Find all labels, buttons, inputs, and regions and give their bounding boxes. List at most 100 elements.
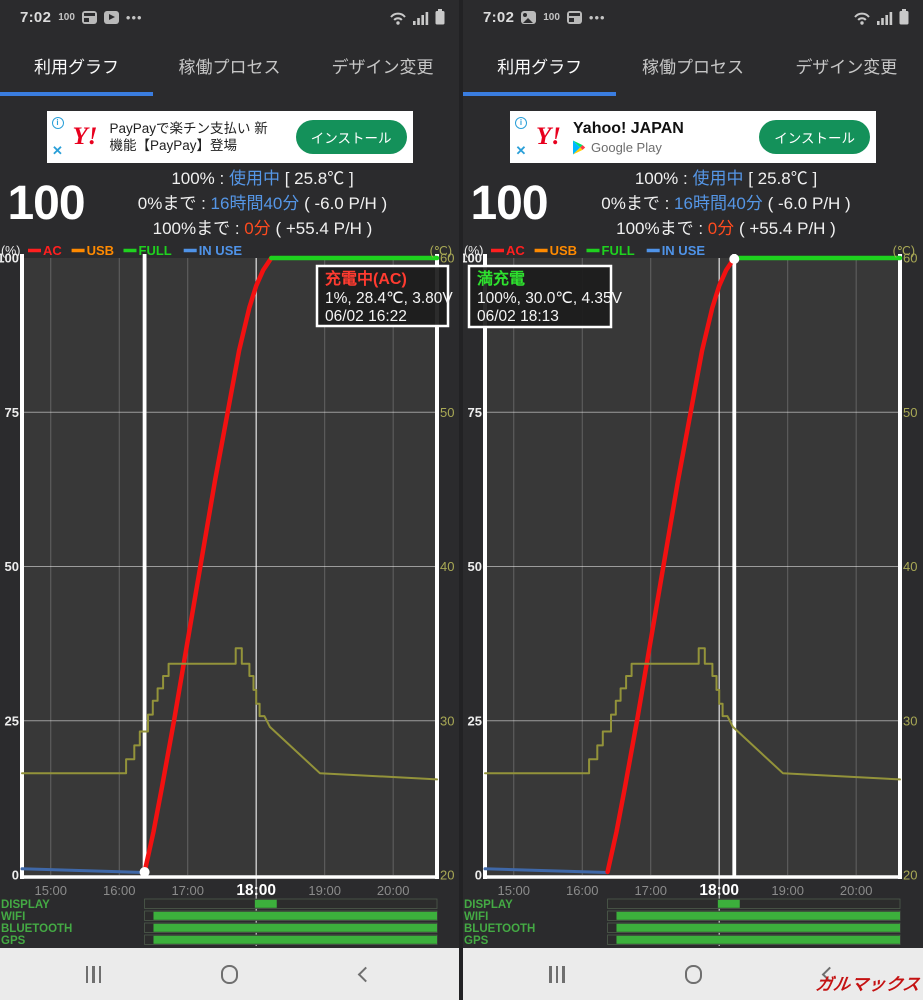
- svg-text:100%, 30.0℃, 4.35V: 100%, 30.0℃, 4.35V: [477, 290, 623, 307]
- svg-text:WIFI: WIFI: [464, 911, 488, 923]
- svg-text:AC: AC: [43, 243, 62, 258]
- screenshot-left: 7:02 100 ••• 利用グラフ 稼働プロセス デザイン変更 i: [0, 0, 459, 1000]
- svg-text:1%, 28.4℃, 3.80V: 1%, 28.4℃, 3.80V: [325, 290, 453, 307]
- svg-text:20:00: 20:00: [840, 883, 873, 898]
- battery-usage-chart[interactable]: (%) AC USB FULL IN USE (℃) 100 75 50 25 0 60 50 40 30 2…: [0, 243, 459, 948]
- svg-text:75: 75: [468, 405, 482, 420]
- signal-strength-icon: [413, 12, 429, 25]
- svg-text:BLUETOOTH: BLUETOOTH: [464, 923, 535, 935]
- battery-percent-badge: 100: [58, 11, 75, 23]
- tab-design-change[interactable]: デザイン変更: [795, 57, 898, 77]
- svg-text:50: 50: [903, 405, 917, 420]
- ad-close-icon[interactable]: ✕: [515, 143, 527, 158]
- svg-text:16:00: 16:00: [566, 883, 599, 898]
- svg-text:0: 0: [475, 868, 482, 883]
- svg-text:FULL: FULL: [139, 243, 172, 258]
- svg-text:30: 30: [440, 713, 454, 728]
- navigation-bar: [0, 948, 459, 1000]
- wifi-icon: [854, 12, 870, 25]
- svg-text:16:00: 16:00: [103, 883, 136, 898]
- svg-text:60: 60: [440, 251, 454, 266]
- svg-text:20: 20: [903, 868, 917, 883]
- tab-usage-graph[interactable]: 利用グラフ: [497, 57, 583, 77]
- svg-text:15:00: 15:00: [34, 883, 67, 898]
- svg-text:18:00: 18:00: [699, 882, 739, 899]
- svg-text:06/02 18:13: 06/02 18:13: [477, 308, 559, 325]
- svg-text:(%): (%): [1, 244, 20, 258]
- svg-text:0: 0: [12, 868, 19, 883]
- tab-bar: 利用グラフ 稼働プロセス デザイン変更: [0, 34, 459, 96]
- status-bar: 7:02 100 •••: [0, 0, 459, 34]
- svg-text:17:00: 17:00: [634, 883, 667, 898]
- home-button[interactable]: [210, 959, 250, 989]
- stat-row-current: 100% : 使用中 [ 25.8℃ ]: [634, 168, 818, 188]
- svg-text:75: 75: [5, 405, 19, 420]
- battery-level-number: 100: [470, 176, 548, 230]
- svg-text:40: 40: [440, 559, 454, 574]
- tab-usage-graph[interactable]: 利用グラフ: [34, 57, 119, 77]
- svg-text:IN USE: IN USE: [662, 243, 706, 258]
- svg-text:GPS: GPS: [1, 935, 26, 947]
- tab-running-processes[interactable]: 稼働プロセス: [178, 57, 281, 77]
- ad-banner[interactable]: i ✕ Y! PayPayで楽チン支払い 新 機能【PayPay】登場 インスト…: [46, 111, 413, 163]
- svg-text:30: 30: [903, 713, 917, 728]
- stat-row-current: 100% : 使用中 [ 25.8℃ ]: [171, 168, 354, 188]
- svg-text:満充電: 満充電: [477, 269, 525, 288]
- ad-close-icon[interactable]: ✕: [52, 143, 63, 158]
- yahoo-logo: Y!: [536, 123, 561, 150]
- svg-text:50: 50: [440, 405, 454, 420]
- home-button[interactable]: [673, 959, 713, 989]
- svg-text:(%): (%): [464, 244, 483, 258]
- watermark: ガルマックス: [813, 975, 922, 994]
- store-name: Google Play: [591, 140, 662, 155]
- recents-button[interactable]: [537, 959, 577, 989]
- battery-level-number: 100: [7, 176, 85, 230]
- more-notifications-icon: •••: [588, 9, 606, 25]
- svg-text:WIFI: WIFI: [1, 911, 25, 923]
- svg-text:DISPLAY: DISPLAY: [464, 899, 513, 911]
- svg-text:100: 100: [463, 251, 482, 266]
- ad-info-icon[interactable]: i: [515, 117, 527, 129]
- svg-text:(℃): (℃): [893, 244, 915, 258]
- svg-text:19:00: 19:00: [308, 883, 341, 898]
- ad-info-icon[interactable]: i: [51, 117, 64, 129]
- battery-usage-chart[interactable]: (%) AC USB FULL IN USE (℃) 100 75 50 25 0 60 50 40 30 2…: [463, 243, 923, 948]
- tab-running-processes[interactable]: 稼働プロセス: [641, 57, 744, 77]
- stat-row-time-to-full: 100%まで : 0分 ( +55.4 P/H ): [152, 218, 373, 238]
- svg-text:25: 25: [468, 713, 482, 728]
- navigation-bar: [463, 948, 923, 1000]
- video-notification-icon: [103, 10, 119, 24]
- more-notifications-icon: •••: [125, 9, 143, 25]
- svg-text:GPS: GPS: [464, 935, 489, 947]
- selected-tab-indicator: [0, 92, 153, 96]
- stat-row-time-to-empty: 0%まで : 16時間40分 ( -6.0 P/H ): [601, 193, 851, 213]
- screenshot-right: 7:02 100 ••• 利用グラフ 稼働プロセス デザイン変更 i: [463, 0, 923, 1000]
- news-notification-icon: [81, 10, 97, 24]
- svg-text:06/02 16:22: 06/02 16:22: [325, 308, 407, 325]
- wifi-icon: [390, 12, 406, 25]
- recents-button[interactable]: [74, 959, 114, 989]
- svg-text:100: 100: [0, 251, 19, 266]
- tab-design-change[interactable]: デザイン変更: [331, 57, 434, 77]
- install-button[interactable]: インストール: [295, 120, 407, 154]
- back-button[interactable]: [346, 959, 386, 989]
- svg-text:25: 25: [5, 713, 19, 728]
- svg-text:DISPLAY: DISPLAY: [1, 899, 50, 911]
- install-button[interactable]: インストール: [759, 120, 870, 154]
- status-bar: 7:02 100 •••: [463, 0, 923, 34]
- ad-text-line1: PayPayで楽チン支払い 新: [109, 121, 268, 136]
- ad-title: Yahoo! JAPAN: [573, 120, 684, 137]
- yahoo-logo: Y!: [72, 123, 98, 150]
- svg-text:充電中(AC): 充電中(AC): [325, 269, 407, 288]
- clock: 7:02: [20, 8, 52, 26]
- svg-text:20: 20: [440, 868, 454, 883]
- svg-text:50: 50: [5, 559, 19, 574]
- svg-text:15:00: 15:00: [497, 883, 530, 898]
- news-notification-icon: [566, 10, 582, 24]
- screenshot-notification-icon: [521, 10, 537, 24]
- svg-text:USB: USB: [550, 243, 577, 258]
- clock: 7:02: [483, 8, 515, 26]
- svg-text:17:00: 17:00: [171, 883, 204, 898]
- ad-banner[interactable]: i ✕ Y! Yahoo! JAPAN Google Play: [510, 111, 876, 163]
